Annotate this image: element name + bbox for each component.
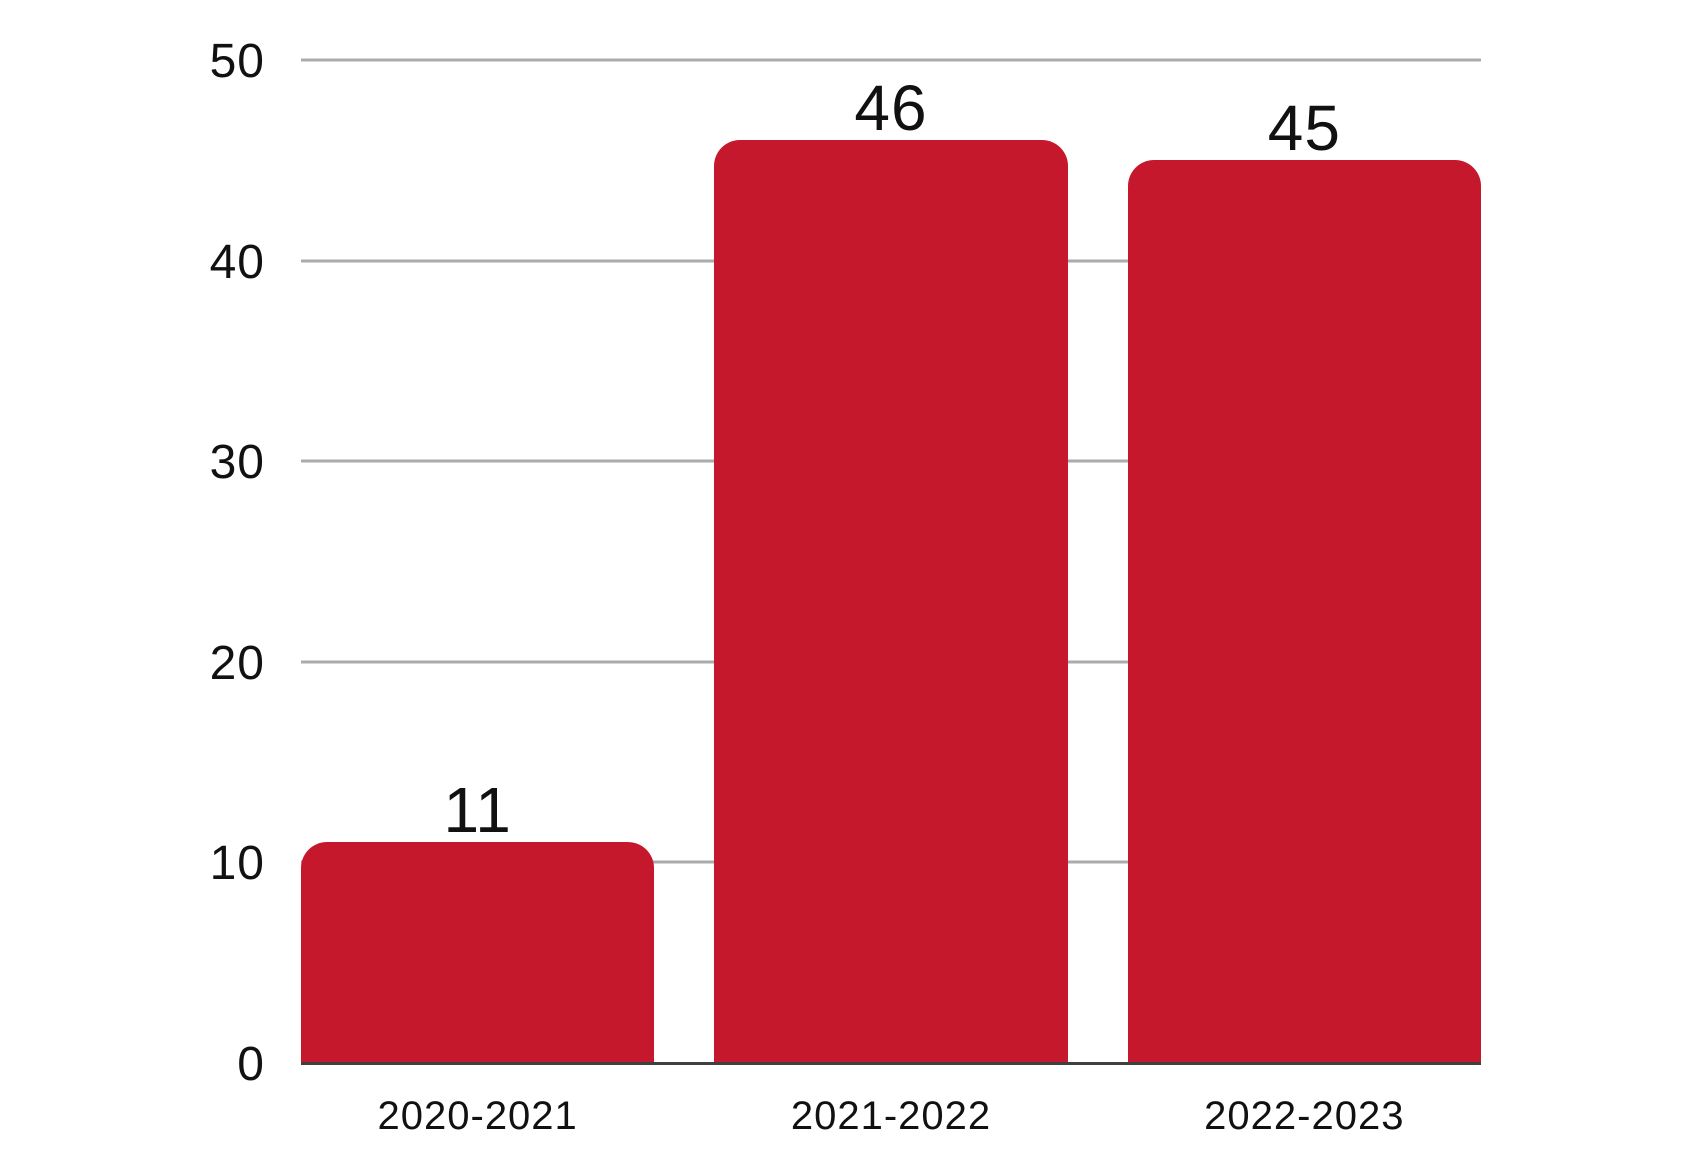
y-axis-tick-label: 50	[209, 35, 265, 88]
y-axis-tick-label: 30	[209, 436, 265, 490]
gridline	[301, 58, 1481, 62]
x-axis-line	[301, 1062, 1481, 1065]
y-axis-tick-label: 40	[209, 235, 265, 289]
y-axis-tick-label: 20	[209, 636, 265, 690]
x-axis-tick-label: 2022-2023	[1204, 1094, 1405, 1138]
bar-value-label: 45	[1267, 92, 1341, 165]
bar-value-label: 11	[443, 774, 512, 847]
bar-2020-2021	[301, 842, 655, 1063]
x-axis-tick-label: 2021-2022	[790, 1094, 992, 1138]
x-axis-tick-label: 2020-2021	[377, 1094, 578, 1138]
bar-2022-2023	[1127, 160, 1481, 1063]
y-axis-tick-label: 10	[209, 837, 265, 891]
y-axis-tick-label: 0	[237, 1038, 265, 1091]
bar-value-label: 46	[854, 72, 928, 145]
bar-2021-2022	[714, 140, 1068, 1063]
